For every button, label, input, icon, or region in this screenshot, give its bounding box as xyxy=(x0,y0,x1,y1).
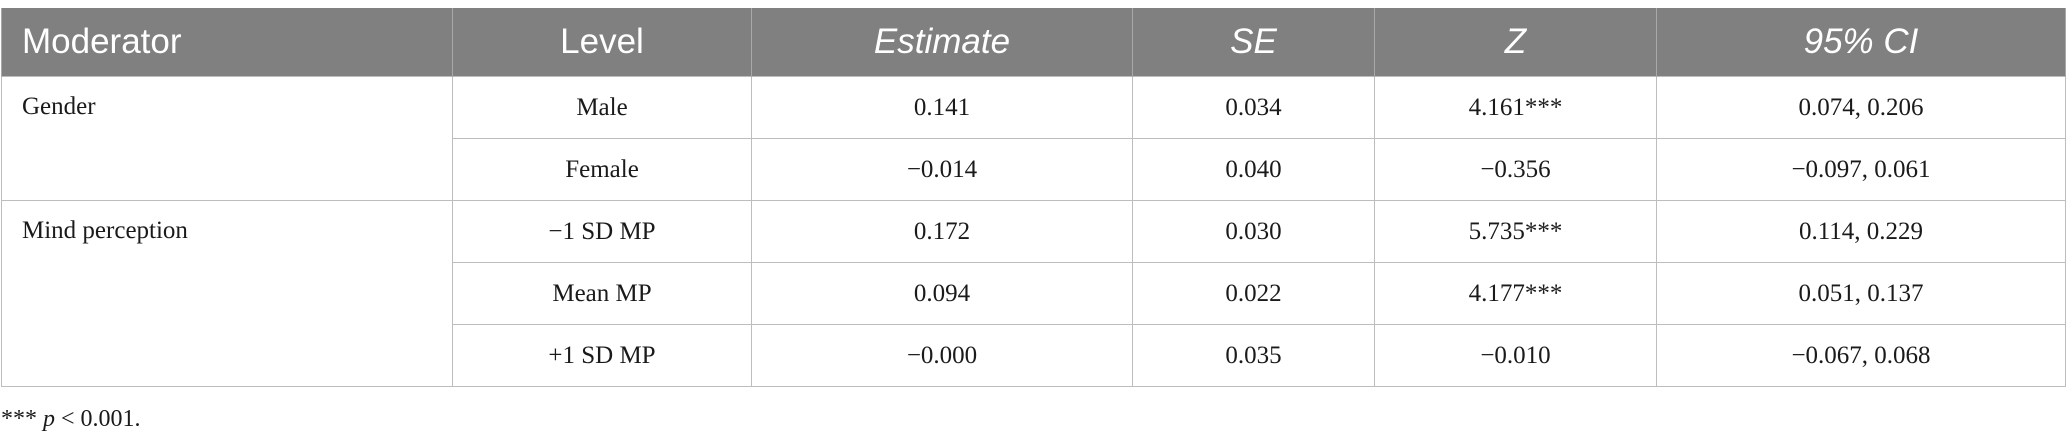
moderation-results-table: Moderator Level Estimate SE Z 95% CI Gen… xyxy=(1,8,2066,387)
se-cell: 0.030 xyxy=(1132,200,1375,263)
estimate-cell: 0.141 xyxy=(751,76,1133,139)
se-cell: 0.035 xyxy=(1132,324,1375,387)
table-header-row: Moderator Level Estimate SE Z 95% CI xyxy=(1,8,2066,77)
footnote-p: p xyxy=(43,406,55,432)
se-cell: 0.040 xyxy=(1132,138,1375,201)
estimate-cell: 0.172 xyxy=(751,200,1133,263)
level-cell: Male xyxy=(452,76,752,139)
header-estimate: Estimate xyxy=(751,8,1133,77)
footnote-stars: *** xyxy=(1,406,37,432)
moderator-cell-gender: Gender xyxy=(1,76,453,201)
header-z: Z xyxy=(1374,8,1657,77)
z-cell: −0.010 xyxy=(1374,324,1657,387)
z-cell: 5.735*** xyxy=(1374,200,1657,263)
level-cell: −1 SD MP xyxy=(452,200,752,263)
ci-cell: −0.097, 0.061 xyxy=(1656,138,2066,201)
header-moderator: Moderator xyxy=(1,8,453,77)
footnote-text: < 0.001. xyxy=(55,406,141,432)
z-cell: 4.161*** xyxy=(1374,76,1657,139)
header-se: SE xyxy=(1132,8,1375,77)
table-row: Mean MP 0.094 0.022 4.177*** 0.051, 0.13… xyxy=(2,262,2066,325)
table-row: +1 SD MP −0.000 0.035 −0.010 −0.067, 0.0… xyxy=(2,324,2066,387)
results-table-container: Moderator Level Estimate SE Z 95% CI Gen… xyxy=(1,8,2066,387)
estimate-cell: −0.000 xyxy=(751,324,1133,387)
z-cell: 4.177*** xyxy=(1374,262,1657,325)
se-cell: 0.034 xyxy=(1132,76,1375,139)
level-cell: +1 SD MP xyxy=(452,324,752,387)
table-row: Mind perception −1 SD MP 0.172 0.030 5.7… xyxy=(1,200,2066,387)
table-row: Gender Male 0.141 0.034 4.161*** 0.074, … xyxy=(1,76,2066,201)
estimate-cell: −0.014 xyxy=(751,138,1133,201)
header-level: Level xyxy=(452,8,752,77)
table-footnote: *** p < 0.001. xyxy=(1,406,141,433)
ci-cell: 0.114, 0.229 xyxy=(1656,200,2066,263)
level-cell: Mean MP xyxy=(452,262,752,325)
z-cell: −0.356 xyxy=(1374,138,1657,201)
moderator-cell-mind-perception: Mind perception xyxy=(1,200,453,387)
ci-cell: 0.051, 0.137 xyxy=(1656,262,2066,325)
level-cell: Female xyxy=(452,138,752,201)
ci-cell: −0.067, 0.068 xyxy=(1656,324,2066,387)
ci-cell: 0.074, 0.206 xyxy=(1656,76,2066,139)
se-cell: 0.022 xyxy=(1132,262,1375,325)
estimate-cell: 0.094 xyxy=(751,262,1133,325)
header-ci: 95% CI xyxy=(1656,8,2066,77)
